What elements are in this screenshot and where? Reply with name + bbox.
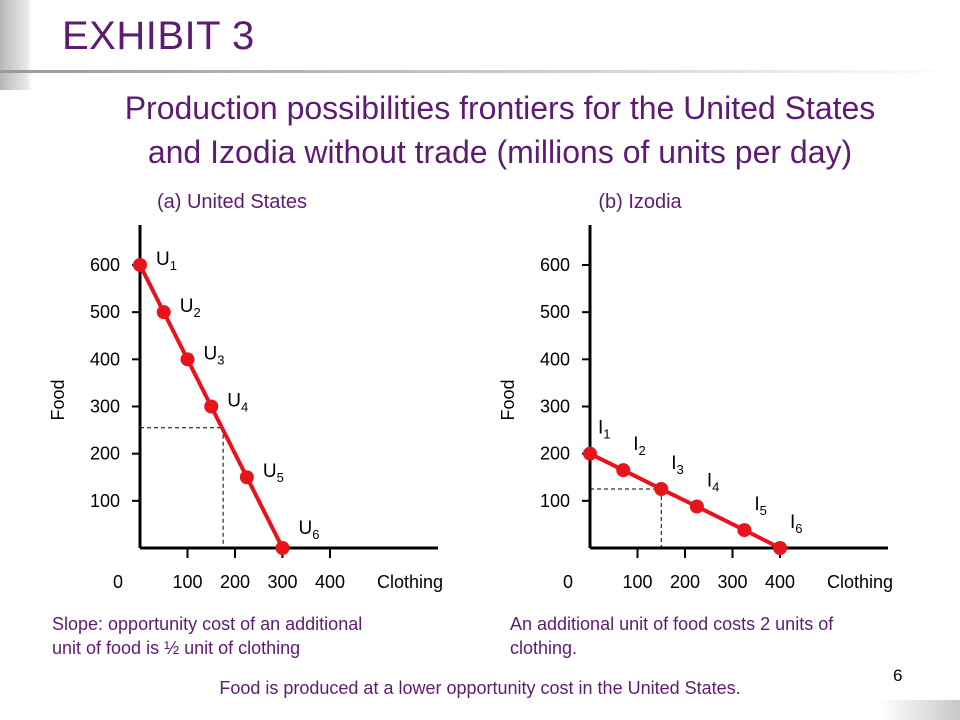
note-izodia: An additional unit of food costs 2 units… [510, 612, 833, 660]
us-x-tick-label: 200 [220, 572, 250, 592]
iz-x-tick-label: 100 [622, 572, 652, 592]
subtitle-line-2: and Izodia without trade (millions of un… [147, 134, 853, 170]
note-us-line-1: Slope: opportunity cost of an additional [52, 614, 363, 634]
us-ppf-point [239, 470, 254, 485]
us-x-tick-label: 100 [172, 572, 202, 592]
iz-y-tick-label: 100 [540, 491, 570, 511]
us-point-label: U4 [227, 390, 248, 414]
us-ppf-point [156, 305, 171, 320]
slide-title: EXHIBIT 3 [62, 14, 255, 58]
us-ppf-point [133, 257, 147, 272]
us-chart-title: (a) United States [157, 191, 307, 213]
iz-x-tick-label: 200 [670, 572, 700, 592]
iz-ppf-point [737, 523, 752, 538]
us-y-tick-label: 400 [90, 349, 120, 369]
iz-ppf-point [773, 541, 787, 555]
iz-point-label: I1 [598, 418, 611, 442]
iz-point-label: I4 [707, 470, 720, 494]
iz-x-tick-label: 0 [563, 572, 573, 592]
iz-ppf-point [689, 499, 704, 514]
us-y-tick-label: 200 [90, 444, 120, 464]
note-us-line-2: unit of food is ½ unit of clothing [52, 638, 301, 658]
us-point-label: U2 [180, 296, 201, 320]
iz-point-label: I2 [633, 434, 646, 458]
iz-point-label: I5 [754, 494, 767, 518]
us-point-label: U6 [299, 518, 320, 542]
iz-point-label: I3 [671, 453, 684, 477]
us-ppf-point [275, 541, 290, 555]
footer-conclusion: Food is produced at a lower opportunity … [219, 678, 741, 698]
iz-y-tick-label: 400 [540, 349, 570, 369]
us-point-label: U3 [204, 343, 225, 367]
iz-x-tick-label: 400 [765, 572, 795, 592]
iz-x-tick-label: 300 [717, 572, 747, 592]
decor-band-top [0, 0, 32, 90]
iz-y-tick-label: 600 [540, 255, 570, 275]
note-iz-line-2: clothing. [510, 638, 578, 658]
us-y-tick-label: 300 [90, 396, 120, 416]
us-x-axis-label: Clothing [377, 572, 443, 592]
iz-y-tick-label: 200 [540, 444, 570, 464]
us-ppf-point [180, 352, 195, 367]
us-x-tick-label: 0 [113, 572, 123, 592]
subtitle-line-1: Production possibilities frontiers for t… [124, 90, 876, 126]
us-x-tick-label: 400 [315, 572, 345, 592]
iz-ppf-point [654, 482, 669, 497]
us-point-label: U1 [156, 249, 177, 273]
us-y-tick-label: 100 [90, 491, 120, 511]
iz-chart-title: (b) Izodia [598, 191, 682, 213]
title-divider [0, 70, 960, 73]
us-ppf-point [204, 399, 219, 414]
us-y-tick-label: 600 [90, 255, 120, 275]
us-point-label: U5 [263, 461, 284, 485]
iz-y-tick-label: 500 [540, 302, 570, 322]
note-united-states: Slope: opportunity cost of an additional… [52, 612, 362, 660]
iz-x-axis-label: Clothing [827, 572, 893, 592]
us-y-axis-label: Food [48, 379, 68, 420]
iz-y-axis-label: Food [498, 379, 518, 420]
page-number: 6 [893, 666, 903, 685]
decor-band-bottom [880, 700, 960, 720]
iz-y-tick-label: 300 [540, 396, 570, 416]
us-ppf-line [138, 264, 285, 549]
iz-ppf-point [583, 446, 597, 461]
slide-subtitle: Production possibilities frontiers for t… [40, 86, 960, 174]
iz-point-label: I6 [790, 512, 803, 536]
us-y-tick-label: 500 [90, 302, 120, 322]
note-iz-line-1: An additional unit of food costs 2 units… [510, 614, 834, 634]
iz-ppf-point [616, 463, 631, 478]
us-x-tick-label: 300 [267, 572, 297, 592]
